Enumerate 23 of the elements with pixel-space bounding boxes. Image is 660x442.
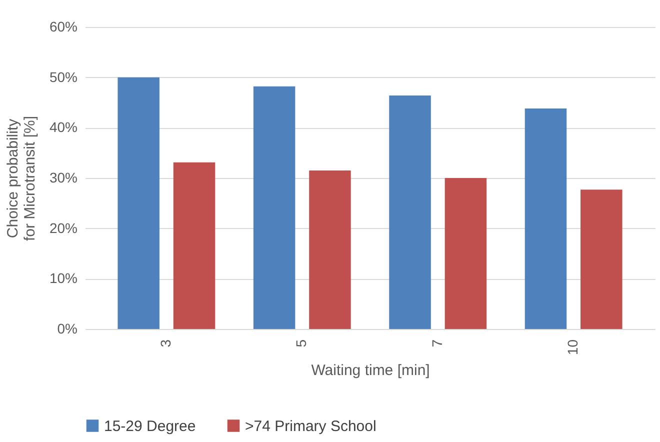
bar	[524, 108, 567, 329]
x-tick-label: 5	[293, 339, 310, 348]
legend-label: >74 Primary School	[245, 418, 376, 435]
y-tick-label: 0%	[57, 320, 78, 336]
bar	[118, 77, 160, 329]
y-tick-label: 10%	[49, 270, 78, 286]
x-axis-title: Waiting time [min]	[311, 362, 430, 380]
bar	[389, 95, 431, 329]
bar	[309, 170, 351, 329]
bar	[173, 162, 216, 329]
y-tick-label: 50%	[49, 68, 78, 85]
y-tick-label: 40%	[49, 119, 78, 136]
x-tick-label: 10	[564, 339, 581, 356]
x-tick-label: 3	[157, 339, 174, 348]
y-tick-label: 30%	[49, 170, 78, 186]
x-tick-label: 7	[428, 339, 445, 348]
y-tick-label: 20%	[49, 220, 78, 236]
y-axis-title: Choice probability for Microtransit [%]	[4, 116, 38, 242]
y-tick-label: 60%	[49, 18, 78, 34]
bar	[580, 190, 622, 329]
bar	[444, 178, 487, 329]
legend-label: 15-29 Degree	[104, 418, 196, 435]
bar	[253, 86, 296, 329]
